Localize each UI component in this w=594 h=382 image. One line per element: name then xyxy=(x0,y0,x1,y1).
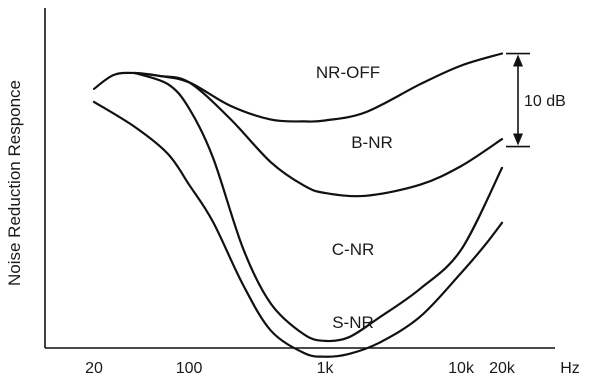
curve-labels: NR-OFF B-NR C-NR S-NR xyxy=(316,63,393,332)
scale-annotation: 10 dB xyxy=(506,52,566,148)
curves xyxy=(92,52,504,358)
curve-label-s-nr: S-NR xyxy=(332,313,374,332)
x-tick-label: 10k xyxy=(448,360,475,377)
x-unit-label: Hz xyxy=(560,360,580,377)
curve-label-c-nr: C-NR xyxy=(332,240,375,259)
curve-nr-off xyxy=(92,52,504,123)
scale-arrow-up xyxy=(513,54,523,67)
curve-s-nr xyxy=(92,100,504,358)
y-axis-label: Noise Reduction Responce xyxy=(5,80,24,286)
x-tick-label: 100 xyxy=(176,360,203,377)
x-tick-label: 1k xyxy=(317,360,335,377)
scale-arrow-down xyxy=(513,133,523,146)
x-tick-label: 20 xyxy=(85,360,103,377)
curve-c-nr xyxy=(133,71,504,343)
curve-b-nr xyxy=(133,71,504,198)
curve-label-b-nr: B-NR xyxy=(351,133,393,152)
axes xyxy=(44,8,555,349)
x-tick-label: 20k xyxy=(489,360,516,377)
scale-label: 10 dB xyxy=(524,93,566,110)
curve-label-nr-off: NR-OFF xyxy=(316,63,380,82)
x-tick-labels: 20 100 1k 10k 20k xyxy=(85,360,516,377)
